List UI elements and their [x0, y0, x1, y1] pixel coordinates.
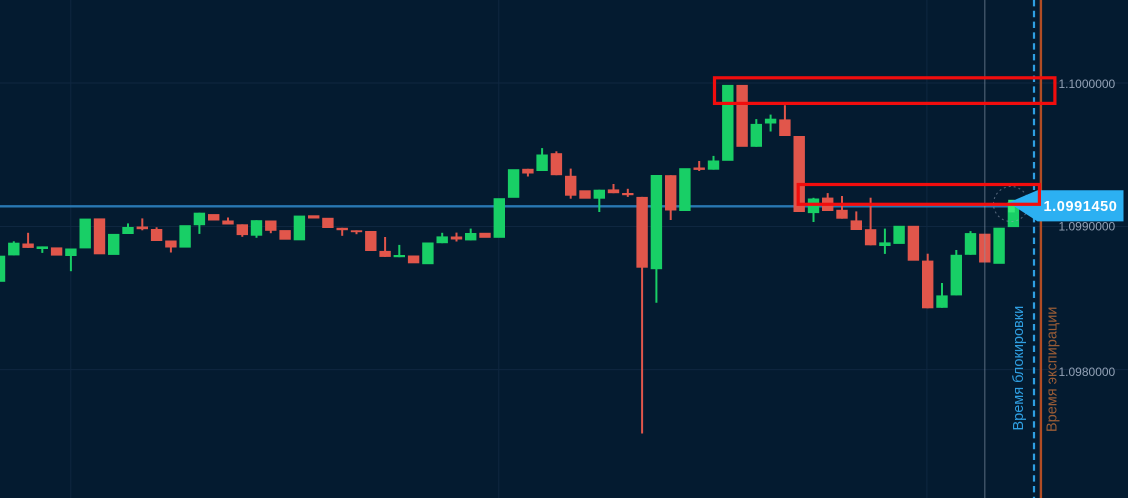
svg-text:1.0991450: 1.0991450 [1044, 199, 1118, 215]
svg-text:1.0980000: 1.0980000 [1059, 365, 1116, 379]
svg-text:Время блокировки: Время блокировки [1011, 306, 1027, 431]
svg-text:1.0990000: 1.0990000 [1059, 220, 1116, 234]
svg-text:1.1000000: 1.1000000 [1059, 77, 1116, 91]
svg-text:Время экспирации: Время экспирации [1045, 307, 1061, 432]
